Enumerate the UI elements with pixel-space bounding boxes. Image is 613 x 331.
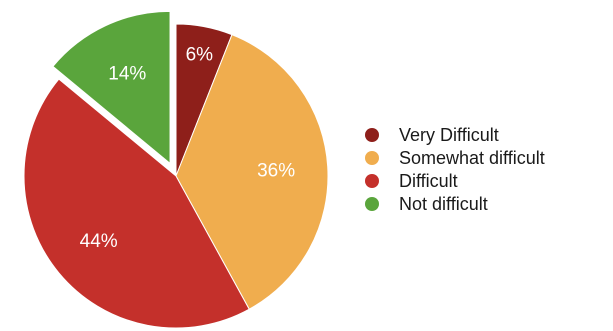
pie-slice-labels: 6% 36% 44% 14%	[80, 45, 296, 252]
legend-label-somewhat-difficult: Somewhat difficult	[399, 148, 545, 168]
slice-label-somewhat-difficult: 36%	[257, 161, 295, 182]
legend-label-difficult: Difficult	[399, 171, 458, 191]
slice-label-not-difficult: 14%	[108, 64, 146, 85]
legend-marker-somewhat-difficult	[365, 151, 379, 165]
pie-slices	[23, 10, 329, 329]
legend-label-very-difficult: Very Difficult	[399, 125, 499, 145]
pie-slice-not-difficult	[52, 10, 171, 165]
pie-slice-difficult	[23, 78, 250, 329]
legend-marker-very-difficult	[365, 128, 379, 142]
legend-label-not-difficult: Not difficult	[399, 194, 488, 214]
pie-slice-somewhat-difficult	[175, 34, 329, 310]
slice-label-very-difficult: 6%	[186, 45, 214, 66]
slice-label-difficult: 44%	[80, 231, 118, 252]
legend-marker-not-difficult	[365, 197, 379, 211]
legend: Very Difficult Somewhat difficult Difficul…	[365, 125, 545, 214]
legend-marker-difficult	[365, 174, 379, 188]
